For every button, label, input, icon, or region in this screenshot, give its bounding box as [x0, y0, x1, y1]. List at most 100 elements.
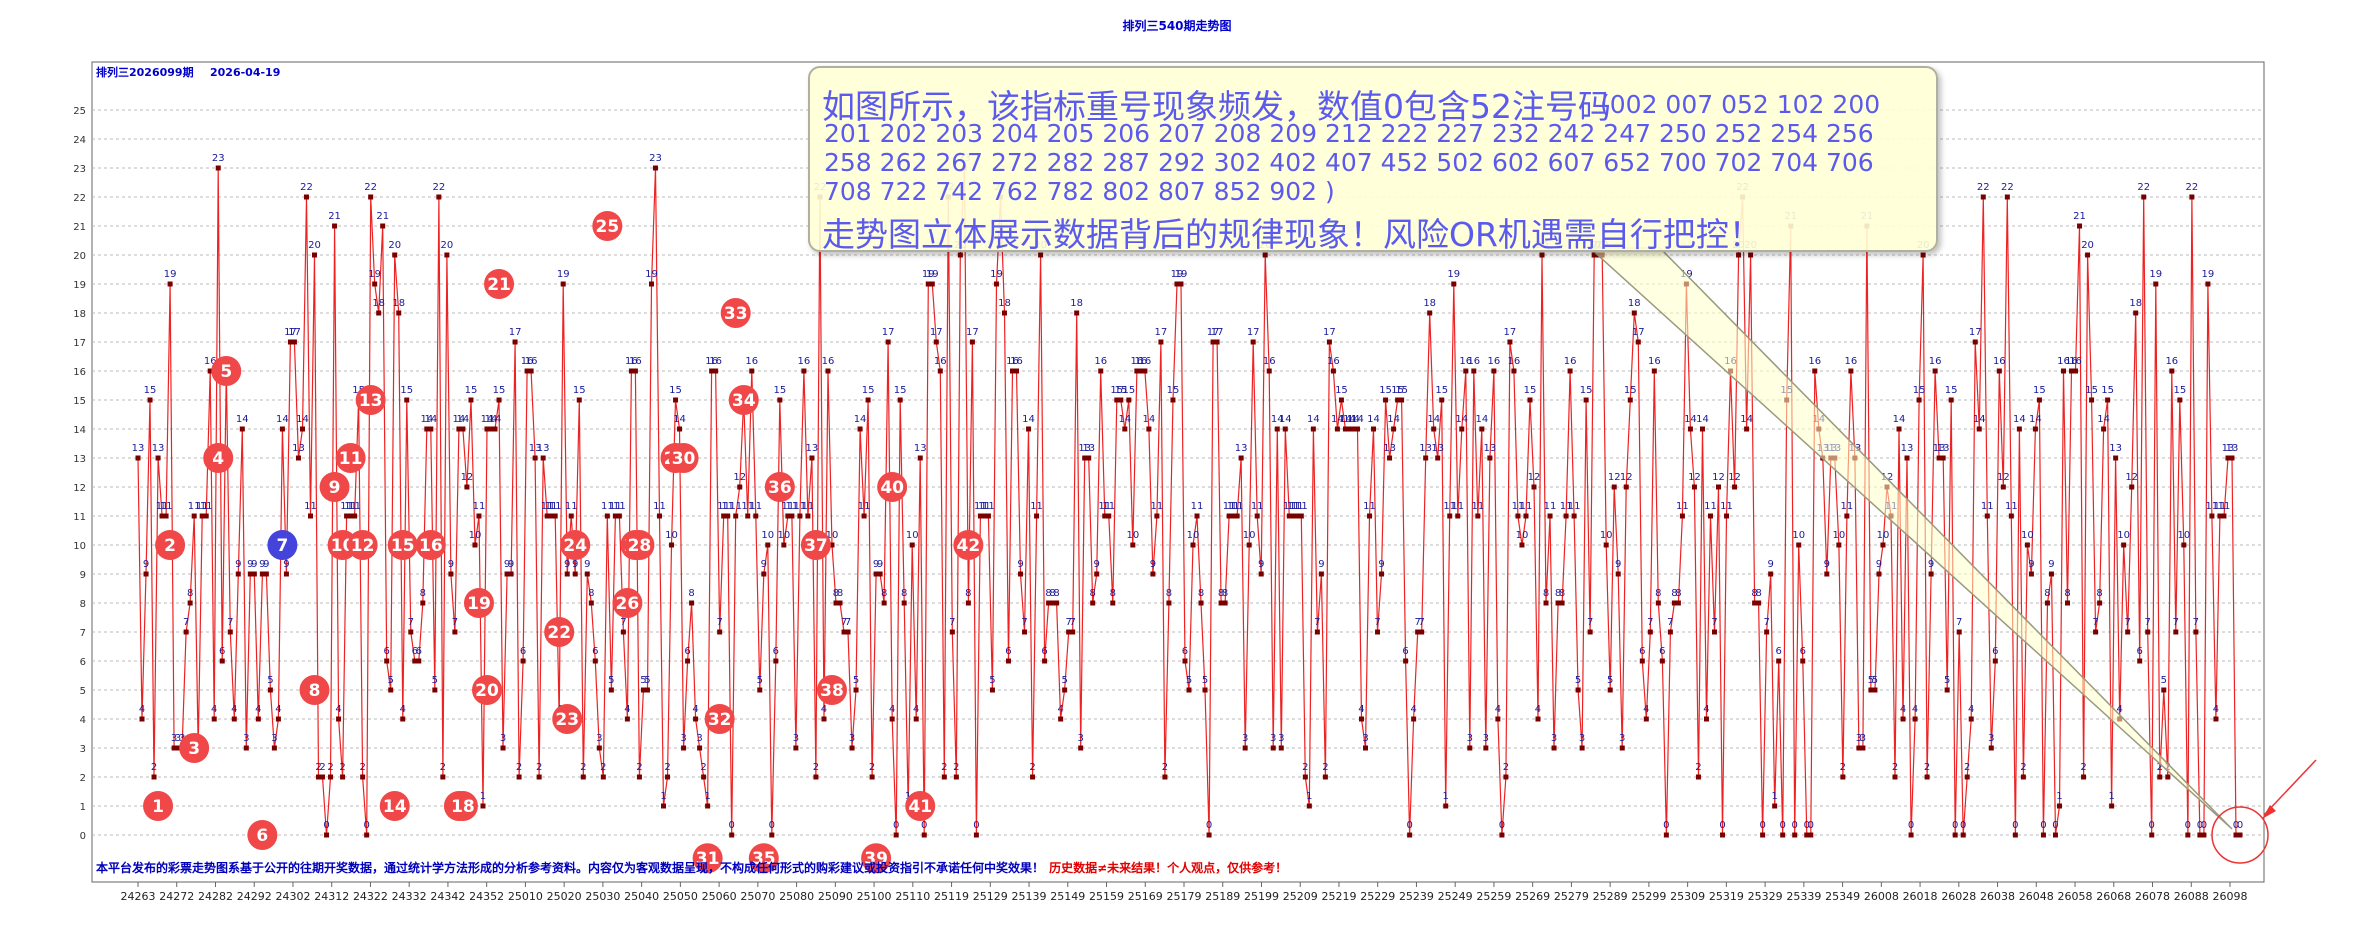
data-point: [917, 455, 923, 461]
data-point: [1491, 368, 1497, 374]
y-tick-label: 24: [73, 135, 86, 146]
data-label: 1: [2056, 791, 2062, 802]
data-label: 2: [1322, 762, 1328, 773]
data-label: 0: [1808, 820, 1814, 831]
data-point: [476, 513, 482, 519]
data-point: [267, 687, 273, 693]
data-point: [632, 368, 638, 374]
annotation-circle: [668, 443, 699, 473]
annotation-circle: [143, 791, 174, 821]
data-label: 19: [368, 269, 381, 280]
data-label: 4: [624, 704, 630, 715]
data-point: [2056, 803, 2062, 809]
annotation-circle: [247, 820, 278, 850]
data-label: 16: [2165, 356, 2178, 367]
data-point: [1054, 600, 1060, 606]
data-point: [1118, 397, 1124, 403]
data-label: 19: [1171, 269, 1184, 280]
data-label: 23: [212, 153, 225, 164]
data-label: 11: [729, 501, 742, 512]
data-label: 10: [761, 530, 774, 541]
data-point: [279, 426, 285, 432]
data-point: [1310, 426, 1316, 432]
data-label: 3: [1860, 733, 1866, 744]
data-point: [352, 513, 358, 519]
data-label: 13: [2109, 443, 2122, 454]
data-label: 16: [934, 356, 947, 367]
data-point: [1687, 426, 1693, 432]
data-point: [1647, 629, 1653, 635]
annotation-number: 33: [724, 304, 748, 324]
x-tick-label: 26048: [2019, 890, 2054, 903]
data-label: 7: [1069, 617, 1075, 628]
data-label: 8: [1110, 588, 1116, 599]
data-label: 2: [339, 762, 345, 773]
data-label: 5: [640, 675, 646, 686]
data-point: [2201, 832, 2207, 838]
data-label: 0: [973, 820, 979, 831]
data-point: [1928, 571, 1934, 577]
data-point: [440, 774, 446, 780]
data-point: [873, 571, 879, 577]
data-label: 3: [179, 733, 185, 744]
data-point: [1744, 426, 1750, 432]
data-point: [1635, 339, 1641, 345]
data-point: [1009, 368, 1015, 374]
annotation-marker: 42: [953, 530, 984, 560]
data-point: [1026, 426, 1032, 432]
data-point: [636, 774, 642, 780]
data-point: [1699, 426, 1705, 432]
data-label: 14: [1696, 414, 1709, 425]
data-point: [1467, 745, 1473, 751]
data-label: 11: [1098, 501, 1111, 512]
data-point: [2048, 571, 2054, 577]
data-label: 12: [461, 472, 474, 483]
data-point: [1278, 745, 1284, 751]
data-label: 11: [653, 501, 666, 512]
annotation-marker: 4: [203, 443, 234, 473]
data-point: [1439, 397, 1445, 403]
data-point: [432, 687, 438, 693]
data-label: 4: [1535, 704, 1541, 715]
data-label: 14: [1684, 414, 1697, 425]
data-point: [488, 426, 494, 432]
annotation-number: 7: [276, 536, 288, 556]
data-point: [2217, 513, 2223, 519]
data-label: 4: [1900, 704, 1906, 715]
data-label: 14: [489, 414, 502, 425]
data-label: 6: [2137, 646, 2143, 657]
data-point: [2109, 803, 2115, 809]
data-point: [1042, 658, 1048, 664]
data-label: 0: [893, 820, 899, 831]
data-label: 5: [1575, 675, 1581, 686]
data-point: [163, 513, 169, 519]
data-point: [171, 745, 177, 751]
data-label: 18: [998, 298, 1011, 309]
annotation-number: 25: [596, 217, 620, 237]
data-point: [2177, 397, 2183, 403]
data-label: 17: [882, 327, 895, 338]
data-point: [360, 774, 366, 780]
data-label: 2: [2020, 762, 2026, 773]
data-label: 2: [327, 762, 333, 773]
data-point: [965, 600, 971, 606]
data-label: 7: [2145, 617, 2151, 628]
annotation-circle: [471, 675, 502, 705]
data-label: 5: [608, 675, 614, 686]
data-label: 19: [2149, 269, 2162, 280]
data-label: 14: [1271, 414, 1284, 425]
data-point: [1018, 571, 1024, 577]
annotation-circle: [720, 298, 751, 328]
data-point: [1880, 542, 1886, 548]
data-point: [829, 542, 835, 548]
data-label: 3: [1483, 733, 1489, 744]
data-label: 22: [2001, 182, 2014, 193]
x-tick-label: 24312: [314, 890, 349, 903]
y-tick-label: 0: [80, 831, 86, 842]
data-label: 14: [1118, 414, 1131, 425]
data-label: 13: [914, 443, 927, 454]
annotation-circle: [387, 530, 418, 560]
data-label: 11: [609, 501, 622, 512]
data-point: [1587, 629, 1593, 635]
data-point: [1050, 600, 1056, 606]
